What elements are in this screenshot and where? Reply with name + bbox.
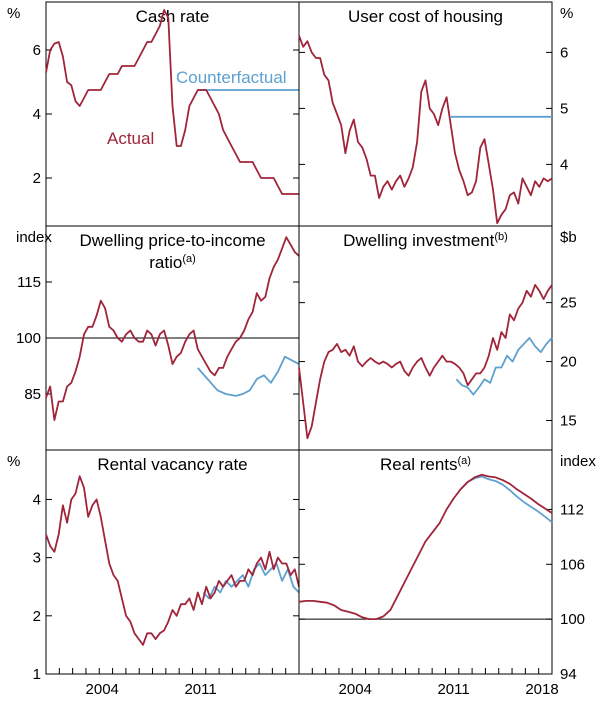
- panel-title-text: Cash rate: [136, 7, 210, 26]
- y-tick-label: 100: [16, 330, 41, 347]
- series-line-actual: [298, 283, 553, 440]
- y-tick-label: 6: [560, 44, 568, 61]
- y-tick-label: 106: [560, 556, 585, 573]
- annotation-counterfactual: Counterfactual: [176, 68, 287, 87]
- panel-title: Rental vacancy rate: [97, 455, 247, 474]
- panel-title-sup: (b): [494, 231, 507, 243]
- panel-title-text: ratio: [149, 253, 182, 272]
- y-tick-label: 4: [33, 106, 41, 123]
- panel-dwelling-price-to-income: 85 100 115 index Dwelling price-to-income rat…: [16, 225, 300, 451]
- panel-title: Cash rate: [136, 7, 210, 26]
- series-line-actual: [45, 236, 300, 422]
- y-tick-label: 3: [33, 550, 41, 567]
- panel-title-sup: (a): [182, 253, 195, 265]
- y-tick-label: 85: [24, 386, 41, 403]
- unit-label-right: $b: [560, 229, 577, 246]
- panel-title: Real rents(a): [380, 455, 471, 474]
- series-line-counterfactual: [197, 355, 300, 397]
- y-tick-label: 5: [560, 100, 568, 117]
- y-tick-label: 100: [560, 611, 585, 628]
- panel-title-text: Rental vacancy rate: [97, 455, 247, 474]
- unit-label-left: %: [7, 453, 20, 470]
- panel-frame: [298, 449, 553, 675]
- y-tick-label: 115: [17, 274, 41, 291]
- unit-label-right: %: [560, 5, 573, 22]
- panel-user-cost-of-housing: 4 5 6% User cost of housing: [298, 1, 573, 227]
- panel-title-text: Real rents: [380, 455, 457, 474]
- y-tick-label: 94: [560, 666, 577, 683]
- y-tick-label: 15: [560, 413, 577, 430]
- panel-title-line2: ratio(a): [149, 253, 196, 272]
- y-tick-label: 1: [33, 666, 41, 683]
- series-line-actual: [298, 35, 553, 225]
- panel-frame: [298, 225, 553, 451]
- panels: 2 4 6% Cash rate Counterfactual Actual 4 5 6% Use…: [7, 1, 596, 698]
- panel-title: Dwelling investment(b): [343, 231, 508, 250]
- x-tick-label: 2004: [339, 681, 372, 698]
- y-tick-label: 20: [560, 354, 577, 371]
- x-tick-label: 2004: [86, 681, 119, 698]
- panel-title: User cost of housing: [348, 7, 503, 26]
- unit-label-left: index: [16, 229, 52, 246]
- panel-rental-vacancy-rate: 1 2 3 4% Rental vacancy rate 2004 2011: [7, 449, 300, 698]
- annotation-actual: Actual: [107, 129, 154, 148]
- series-line-counterfactual: [202, 562, 300, 600]
- panel-dwelling-investment: 15 20 25 $b Dwelling investment(b): [298, 225, 577, 451]
- y-tick-label: 25: [560, 295, 577, 312]
- y-tick-label: 112: [560, 501, 584, 518]
- y-tick-label: 4: [33, 491, 41, 508]
- series-line-actual: [45, 475, 300, 646]
- x-tick-label: 2011: [184, 681, 216, 698]
- x-tick-label: 2011: [437, 681, 469, 698]
- panel-title: Dwelling price-to-income: [79, 231, 265, 250]
- series-line-actual: [298, 473, 553, 620]
- panel-frame: [45, 449, 300, 675]
- series-line-counterfactual: [459, 475, 553, 523]
- panel-title-text: Dwelling price-to-income: [79, 231, 265, 250]
- series-line-counterfactual: [455, 337, 553, 396]
- panel-title-text: User cost of housing: [348, 7, 503, 26]
- panel-title-text: Dwelling investment: [343, 231, 494, 250]
- panel-title-sup: (a): [458, 455, 471, 467]
- unit-label-left: %: [7, 5, 20, 22]
- panel-real-rents: 94 100 106 112 index Real rents(a) 2004 2011 201…: [298, 449, 596, 698]
- y-tick-label: 2: [33, 608, 41, 625]
- x-tick-label: 2018: [525, 681, 558, 698]
- unit-label-right: index: [560, 453, 596, 470]
- y-tick-label: 6: [33, 42, 41, 59]
- panel-cash-rate: 2 4 6% Cash rate Counterfactual Actual: [7, 1, 300, 227]
- y-tick-label: 2: [33, 170, 41, 187]
- series-line-actual: [45, 9, 299, 195]
- y-tick-label: 4: [560, 156, 568, 173]
